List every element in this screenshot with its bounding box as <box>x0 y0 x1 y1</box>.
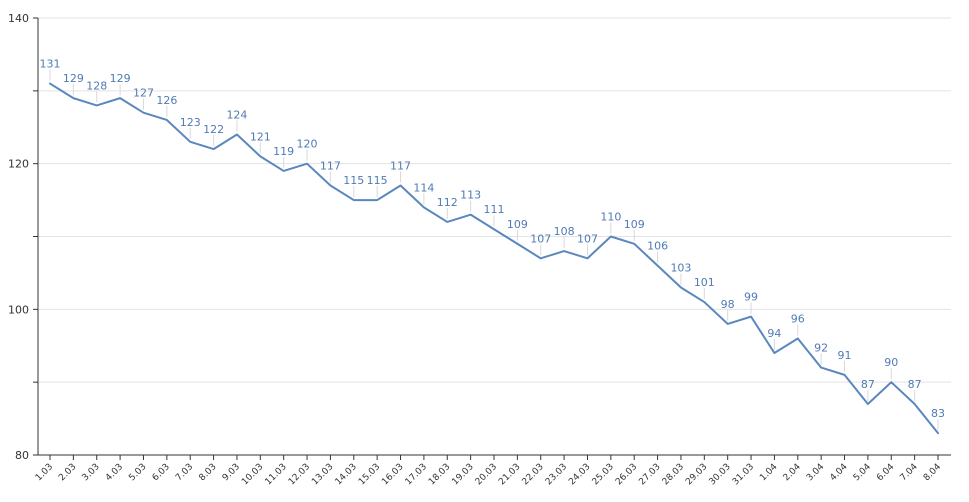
data-label: 91 <box>838 349 852 362</box>
data-label: 107 <box>530 232 551 245</box>
data-label: 131 <box>40 58 61 71</box>
data-label: 115 <box>343 174 364 187</box>
data-label: 124 <box>226 109 247 122</box>
x-tick-label: 7.04 <box>899 462 920 483</box>
x-tick-label: 3.03 <box>81 462 102 483</box>
x-tick-label: 4.03 <box>104 462 125 483</box>
x-tick-label: 8.04 <box>922 462 943 483</box>
x-tick-label: 26.03 <box>614 462 639 487</box>
data-labels: 1311291281291271261231221241211191201171… <box>40 58 945 431</box>
data-label: 99 <box>744 291 758 304</box>
x-tick-label: 6.03 <box>151 462 172 483</box>
x-tick-label: 2.03 <box>57 462 78 483</box>
x-tick-label: 31.03 <box>731 462 756 487</box>
x-tick-label: 24.03 <box>567 462 592 487</box>
x-tick-label: 5.03 <box>127 462 148 483</box>
x-tick-label: 21.03 <box>497 462 522 487</box>
y-axis-ticks: 80 100 120 140 <box>8 12 38 462</box>
series-layer <box>49 82 939 435</box>
data-label: 115 <box>367 174 388 187</box>
x-tick-label: 11.03 <box>264 462 289 487</box>
y-tick-label: 120 <box>8 158 29 171</box>
data-label: 87 <box>861 378 875 391</box>
data-label: 110 <box>600 211 621 224</box>
data-label: 129 <box>63 72 84 85</box>
data-label: 98 <box>721 298 735 311</box>
x-tick-label: 13.03 <box>310 462 335 487</box>
x-tick-label: 22.03 <box>521 462 546 487</box>
data-label: 126 <box>156 94 177 107</box>
x-tick-label: 12.03 <box>287 462 312 487</box>
grid-lines <box>38 17 951 383</box>
data-label: 129 <box>110 72 131 85</box>
data-label: 113 <box>460 189 481 202</box>
x-axis-ticks: 1.03 2.03 3.03 4.03 5.03 6.03 7.03 8.03 9.0310.0… <box>34 455 943 487</box>
data-label: 108 <box>554 225 575 238</box>
x-tick-label: 29.03 <box>684 462 709 487</box>
data-label: 123 <box>180 116 201 129</box>
data-label: 111 <box>484 203 505 216</box>
data-label: 94 <box>767 327 781 340</box>
series-line <box>49 82 939 435</box>
data-label: 114 <box>413 181 434 194</box>
data-label: 106 <box>647 240 668 253</box>
x-tick-label: 27.03 <box>637 462 662 487</box>
x-tick-label: 19.03 <box>450 462 475 487</box>
data-label: 112 <box>437 196 458 209</box>
data-label: 117 <box>390 160 411 173</box>
y-tick-label: 80 <box>15 449 29 462</box>
data-label: 127 <box>133 87 154 100</box>
data-label: 122 <box>203 123 224 136</box>
data-label: 109 <box>507 218 528 231</box>
data-label: 119 <box>273 145 294 158</box>
data-label: 107 <box>577 232 598 245</box>
x-tick-label: 1.04 <box>758 462 779 483</box>
x-tick-label: 18.03 <box>427 462 452 487</box>
data-label: 120 <box>297 138 318 151</box>
x-tick-label: 5.04 <box>852 462 873 483</box>
data-label: 96 <box>791 312 805 325</box>
x-tick-label: 3.04 <box>805 462 826 483</box>
data-label: 109 <box>624 218 645 231</box>
x-tick-label: 14.03 <box>334 462 359 487</box>
x-tick-label: 15.03 <box>357 462 382 487</box>
x-tick-label: 20.03 <box>474 462 499 487</box>
data-label: 90 <box>884 356 898 369</box>
data-label: 121 <box>250 130 271 143</box>
data-label: 103 <box>670 261 691 274</box>
x-tick-label: 30.03 <box>708 462 733 487</box>
x-tick-label: 9.03 <box>221 462 242 483</box>
data-label: 117 <box>320 160 341 173</box>
x-tick-label: 25.03 <box>591 462 616 487</box>
data-label: 87 <box>908 378 922 391</box>
x-tick-label: 2.04 <box>782 462 803 483</box>
y-tick-label: 140 <box>8 12 29 25</box>
x-tick-label: 23.03 <box>544 462 569 487</box>
x-tick-label: 6.04 <box>875 462 896 483</box>
x-tick-label: 8.03 <box>197 462 218 483</box>
x-tick-label: 16.03 <box>380 462 405 487</box>
data-label: 83 <box>931 407 945 420</box>
y-tick-label: 100 <box>8 303 29 316</box>
x-tick-label: 7.03 <box>174 462 195 483</box>
x-tick-label: 1.03 <box>34 462 55 483</box>
data-label: 128 <box>86 79 107 92</box>
x-tick-label: 17.03 <box>404 462 429 487</box>
x-tick-label: 28.03 <box>661 462 686 487</box>
data-label: 101 <box>694 276 715 289</box>
x-tick-label: 10.03 <box>240 462 265 487</box>
x-tick-label: 4.04 <box>828 462 849 483</box>
data-label: 92 <box>814 342 828 355</box>
